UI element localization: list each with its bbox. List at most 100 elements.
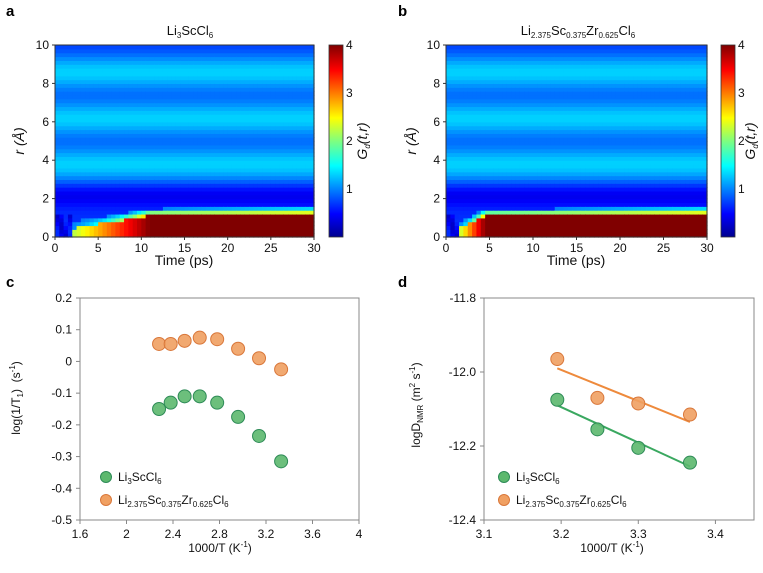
heatmap-cell [602, 164, 608, 169]
heatmap-cell [296, 167, 302, 173]
heatmap-cell [450, 64, 456, 69]
heatmap-cell [550, 79, 556, 84]
heatmap-cell [524, 137, 530, 142]
heatmap-cell [279, 98, 285, 104]
heatmap-cell [567, 210, 573, 215]
heatmap-cell [572, 171, 578, 177]
heatmap-cell [296, 56, 302, 61]
heatmap-cell [563, 179, 569, 184]
heatmap-cell [467, 121, 473, 127]
heatmap-cell [253, 144, 259, 150]
heatmap-cell [119, 48, 125, 54]
heatmap-cell [611, 167, 617, 173]
heatmap-cell [454, 106, 460, 111]
heatmap-cell [89, 79, 95, 84]
heatmap-cell [450, 56, 456, 61]
heatmap-cell [498, 102, 504, 108]
heatmap-cell [524, 225, 530, 230]
heatmap-cell [275, 114, 281, 119]
heatmap-cell [467, 198, 473, 204]
heatmap-cell [180, 94, 186, 100]
heatmap-cell [257, 175, 263, 180]
heatmap-cell [85, 156, 91, 161]
heatmap-cell [72, 167, 78, 173]
heatmap-cell [253, 114, 259, 119]
heatmap-cell [76, 213, 82, 219]
heatmap-cell [454, 94, 460, 100]
heatmap-cell [489, 75, 495, 81]
heatmap-cell [175, 91, 181, 96]
heatmap-cell [119, 213, 125, 219]
heatmap-cell [76, 129, 82, 134]
heatmap-cell [546, 156, 551, 161]
heatmap-cell [589, 125, 595, 131]
heatmap-cell [559, 79, 565, 84]
heatmap-cell [249, 152, 255, 157]
heatmap-cell [279, 71, 285, 77]
heatmap-cell [257, 179, 263, 184]
heatmap-cell [611, 187, 617, 192]
heatmap-cell [111, 148, 117, 154]
heatmap-cell [279, 206, 285, 211]
heatmap-cell [210, 75, 216, 81]
heatmap-cell [576, 48, 582, 54]
heatmap-cell [137, 198, 142, 204]
heatmap-cell [305, 87, 311, 92]
heatmap-cell [89, 106, 95, 111]
heatmap-cell [249, 48, 255, 54]
heatmap-cell [227, 183, 233, 188]
heatmap-cell [141, 106, 147, 111]
heatmap-cell [598, 156, 604, 161]
heatmap-cell [145, 202, 151, 207]
heatmap-cell [236, 87, 242, 92]
heatmap-cell [563, 71, 569, 77]
heatmap-cell [102, 233, 108, 238]
heatmap-cell [519, 87, 525, 92]
heatmap-cell [149, 110, 155, 115]
heatmap-cell [524, 229, 530, 234]
heatmap-cell [128, 160, 134, 165]
heatmap-cell [93, 225, 99, 230]
heatmap-cell [567, 152, 573, 157]
heatmap-cell [476, 202, 482, 207]
heatmap-cell [93, 45, 99, 50]
heatmap-cell [472, 217, 478, 223]
heatmap-cell [489, 48, 495, 54]
heatmap-cell [554, 190, 560, 196]
heatmap-cell [137, 94, 142, 100]
heatmap-cell [236, 175, 242, 180]
heatmap-cell [589, 94, 595, 100]
heatmap-cell [563, 221, 569, 227]
heatmap-cell [111, 64, 117, 69]
heatmap-cell [506, 187, 512, 192]
heatmap-cell [585, 233, 591, 238]
heatmap-cell [63, 133, 69, 138]
heatmap-cell [511, 106, 517, 111]
heatmap-cell [266, 152, 272, 157]
heatmap-cell [541, 175, 547, 180]
heatmap-cell [119, 102, 125, 108]
heatmap-cell [546, 133, 551, 138]
heatmap-cell [193, 148, 199, 154]
heatmap-cell [63, 194, 69, 200]
heatmap-cell [450, 45, 456, 50]
heatmap-cell [476, 183, 482, 188]
heatmap-cell [201, 141, 207, 146]
heatmap-cell [498, 68, 504, 73]
heatmap-cell [154, 121, 160, 127]
heatmap-cell [106, 225, 112, 230]
heatmap-cell [533, 75, 538, 81]
heatmap-cell [292, 91, 298, 96]
heatmap-cell [266, 48, 272, 54]
heatmap-cell [567, 148, 573, 154]
heatmap-cell [106, 121, 112, 127]
heatmap-cell [158, 229, 164, 234]
heatmap-cell [219, 52, 224, 58]
heatmap-cell [585, 221, 591, 227]
heatmap-cell [219, 129, 224, 134]
heatmap-cell [76, 64, 82, 69]
heatmap-cell [115, 60, 121, 65]
heatmap-cell [463, 175, 469, 180]
heatmap-cell [115, 91, 121, 96]
heatmap-cell [270, 79, 276, 84]
